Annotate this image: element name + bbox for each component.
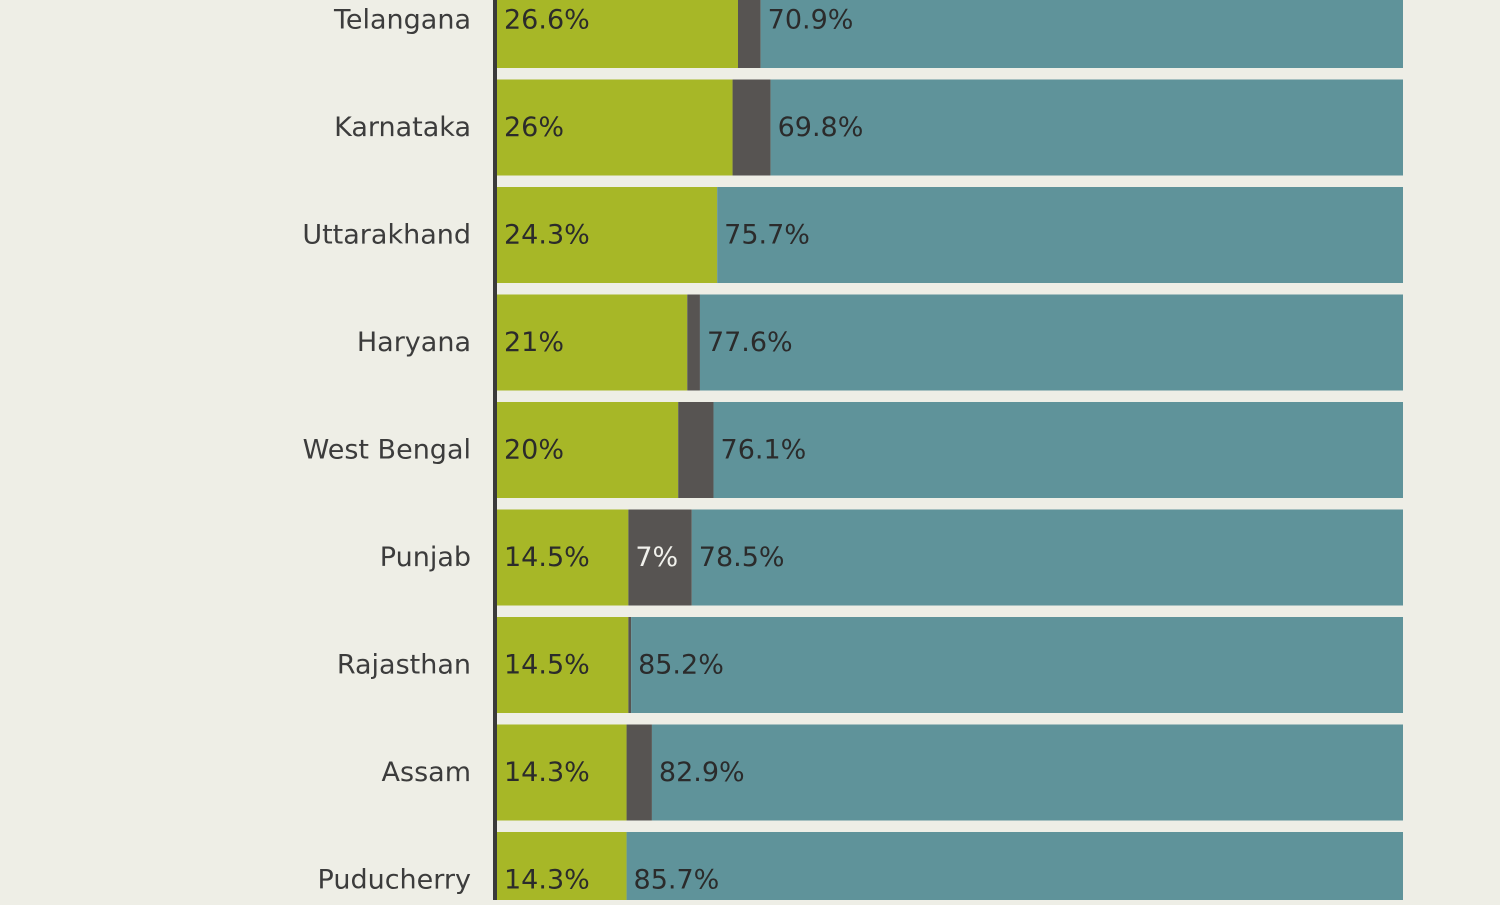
bar-segment-assam-s2 — [626, 724, 652, 821]
value-label-west-bengal-s1: 20% — [504, 435, 564, 466]
category-label-haryana: Haryana — [357, 327, 471, 358]
category-label-karnataka: Karnataka — [334, 112, 471, 143]
value-label-rajasthan-s1: 14.5% — [504, 650, 590, 681]
bar-segment-uttarakhand-s3 — [717, 187, 1403, 283]
bar-segment-punjab-s3 — [691, 509, 1403, 606]
y-axis-line — [493, 0, 497, 900]
value-label-telangana-s1: 26.6% — [504, 5, 590, 36]
value-label-haryana-s1: 21% — [504, 327, 564, 358]
category-label-uttarakhand: Uttarakhand — [302, 220, 471, 251]
bar-segment-west-bengal-s2 — [678, 402, 714, 498]
value-label-uttarakhand-s3: 75.7% — [724, 220, 810, 251]
bar-segment-punjab-s1 — [497, 509, 629, 606]
bar-segment-rajasthan-s3 — [631, 617, 1403, 713]
value-label-assam-s1: 14.3% — [504, 757, 590, 788]
bar-segment-karnataka-s2 — [732, 79, 771, 176]
bar-segment-punjab-s2 — [628, 509, 692, 606]
category-label-assam: Assam — [382, 757, 471, 788]
value-label-karnataka-s1: 26% — [504, 112, 564, 143]
bar-segment-telangana-s1 — [497, 0, 738, 68]
value-label-west-bengal-s3: 76.1% — [721, 435, 807, 466]
bar-segment-assam-s3 — [651, 724, 1403, 821]
bars-layer — [497, 0, 1403, 905]
bar-segment-uttarakhand-s1 — [497, 187, 718, 283]
bar-segment-telangana-s3 — [760, 0, 1403, 68]
value-label-puducherry-s3: 85.7% — [634, 865, 720, 896]
category-label-west-bengal: West Bengal — [303, 435, 471, 466]
value-label-uttarakhand-s1: 24.3% — [504, 220, 590, 251]
category-label-puducherry: Puducherry — [318, 865, 471, 896]
value-label-punjab-s1: 14.5% — [504, 542, 590, 573]
category-label-rajasthan: Rajasthan — [337, 650, 471, 681]
value-label-rajasthan-s3: 85.2% — [638, 650, 724, 681]
bar-segment-haryana-s3 — [699, 294, 1403, 391]
bar-segment-puducherry-s3 — [626, 832, 1403, 905]
bar-segment-karnataka-s1 — [497, 79, 733, 176]
bar-segment-west-bengal-s1 — [497, 402, 679, 498]
value-label-haryana-s3: 77.6% — [707, 327, 793, 358]
labels-layer: Telangana 26.6% 70.9% Karnataka 26% 69.8% Utta… — [302, 5, 863, 896]
bar-segment-assam-s1 — [497, 724, 627, 821]
category-label-telangana: Telangana — [333, 5, 471, 36]
value-label-punjab-s3: 78.5% — [699, 542, 785, 573]
bar-segment-karnataka-s3 — [770, 79, 1403, 176]
bar-segment-puducherry-s1 — [497, 832, 627, 905]
value-label-puducherry-s1: 14.3% — [504, 865, 590, 896]
bar-segment-west-bengal-s3 — [713, 402, 1403, 498]
bar-segment-haryana-s2 — [687, 294, 700, 391]
category-label-punjab: Punjab — [380, 542, 471, 573]
bar-segment-rajasthan-s1 — [497, 617, 629, 713]
value-label-assam-s3: 82.9% — [659, 757, 745, 788]
value-label-karnataka-s3: 69.8% — [778, 112, 864, 143]
bar-segment-haryana-s1 — [497, 294, 688, 391]
value-label-telangana-s3: 70.9% — [768, 5, 854, 36]
value-label-punjab-s2: 7% — [635, 542, 678, 573]
bar-segment-telangana-s2 — [737, 0, 761, 68]
bar-segment-rajasthan-s2 — [628, 617, 632, 713]
